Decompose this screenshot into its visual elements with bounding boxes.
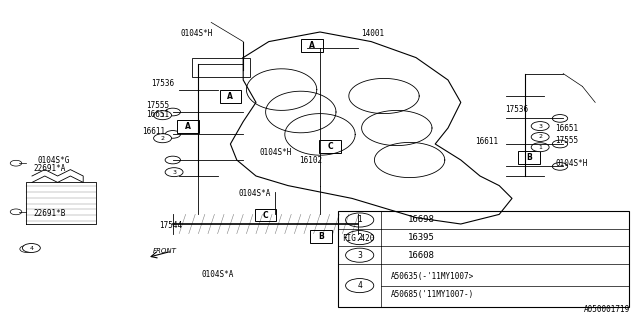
- FancyBboxPatch shape: [177, 120, 199, 133]
- Text: FIG.420: FIG.420: [342, 234, 375, 243]
- FancyBboxPatch shape: [301, 39, 323, 52]
- Text: 0104S*A: 0104S*A: [202, 270, 234, 279]
- Text: 0104S*G: 0104S*G: [37, 156, 70, 164]
- Text: A: A: [227, 92, 234, 101]
- FancyBboxPatch shape: [310, 230, 332, 243]
- FancyBboxPatch shape: [255, 209, 276, 221]
- Circle shape: [154, 111, 172, 120]
- Text: 22691*A: 22691*A: [34, 164, 67, 173]
- Text: 17555: 17555: [556, 136, 579, 145]
- Text: 0104S*A: 0104S*A: [238, 189, 271, 198]
- Text: A50635(-'11MY1007>: A50635(-'11MY1007>: [390, 272, 474, 282]
- Text: 1: 1: [161, 113, 164, 118]
- Text: 0104S*H: 0104S*H: [259, 148, 292, 156]
- Text: A50685('11MY1007-): A50685('11MY1007-): [390, 290, 474, 299]
- FancyBboxPatch shape: [518, 151, 540, 164]
- Text: 1: 1: [357, 215, 362, 225]
- Text: 17536: 17536: [506, 105, 529, 114]
- Text: 16608: 16608: [408, 251, 435, 260]
- Text: C: C: [328, 142, 333, 151]
- Circle shape: [531, 122, 549, 131]
- Text: 16651: 16651: [146, 110, 169, 119]
- Text: 4: 4: [357, 281, 362, 290]
- Text: A: A: [309, 41, 316, 50]
- Text: 2: 2: [161, 136, 164, 141]
- FancyBboxPatch shape: [319, 140, 341, 153]
- Text: 0104S*H: 0104S*H: [180, 29, 213, 38]
- Circle shape: [154, 134, 172, 143]
- Text: 3: 3: [538, 124, 542, 129]
- Text: 16698: 16698: [408, 215, 435, 225]
- Text: 3: 3: [172, 170, 176, 175]
- Text: 16102: 16102: [300, 156, 323, 165]
- Text: 17555: 17555: [146, 101, 169, 110]
- Text: 16395: 16395: [408, 233, 435, 242]
- Text: 2: 2: [357, 233, 362, 242]
- Circle shape: [22, 244, 40, 252]
- Text: 17536: 17536: [151, 79, 174, 88]
- Text: FRONT: FRONT: [153, 248, 177, 254]
- Text: 4: 4: [29, 245, 33, 251]
- FancyBboxPatch shape: [338, 211, 629, 307]
- Text: 3: 3: [357, 251, 362, 260]
- Text: B: B: [319, 232, 324, 241]
- Text: 0104S*H: 0104S*H: [556, 159, 588, 168]
- Circle shape: [531, 143, 549, 152]
- Text: 17544: 17544: [159, 221, 182, 230]
- Circle shape: [531, 132, 549, 141]
- Text: 1: 1: [538, 145, 542, 150]
- Text: A: A: [185, 122, 191, 131]
- Text: 2: 2: [538, 134, 542, 140]
- Circle shape: [165, 168, 183, 177]
- FancyBboxPatch shape: [220, 90, 241, 103]
- Text: 14001: 14001: [362, 29, 385, 38]
- Text: 22691*B: 22691*B: [34, 209, 67, 218]
- Text: 16651: 16651: [556, 124, 579, 133]
- Text: A050001719: A050001719: [584, 305, 630, 314]
- Text: C: C: [263, 211, 268, 220]
- Text: B: B: [526, 153, 531, 162]
- Text: 16611: 16611: [475, 137, 498, 146]
- Text: 16611: 16611: [142, 127, 165, 136]
